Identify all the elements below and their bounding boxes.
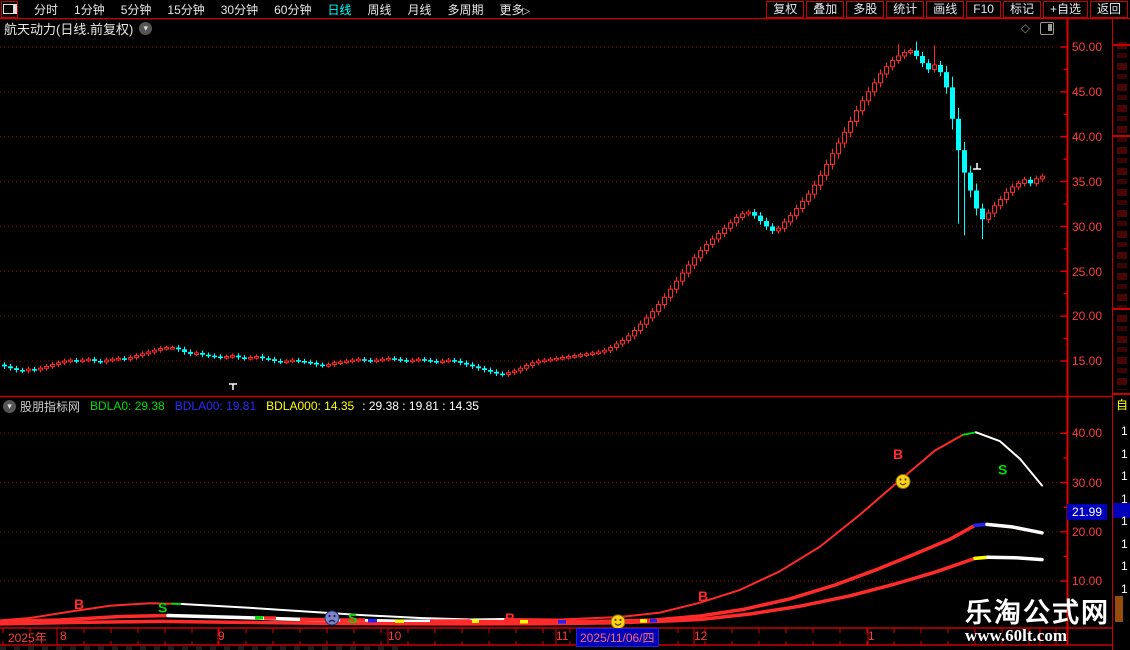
price-axis-label: 35.00	[1072, 175, 1103, 189]
chevron-down-icon[interactable]: ▾	[139, 21, 153, 35]
sell-signal-letter: S	[158, 600, 167, 616]
price-axis-label: 15.00	[1072, 354, 1103, 368]
date-label: 2025年	[8, 631, 47, 645]
indicator-axis-label: 20.00	[1072, 525, 1103, 539]
watermark: 乐淘公式网 www.60lt.com	[965, 600, 1110, 646]
toolbar-button-8[interactable]: +自选	[1042, 0, 1088, 18]
sell-signal-letter: S	[998, 462, 1007, 478]
date-axis: 2025年 8 9 10 11 2025/11/06/四 12 1	[0, 628, 1112, 647]
window-layout-icon[interactable]	[1, 0, 18, 18]
indicator-value: BDLA00: 19.81	[174, 399, 257, 413]
watermark-url: www.60lt.com	[965, 626, 1067, 645]
buy-signal-letter: B	[698, 588, 708, 604]
vertical-text-column	[1117, 42, 1127, 390]
edge-digit: 1	[1121, 536, 1128, 551]
edge-digit: 1	[1121, 559, 1128, 573]
period-tab-9[interactable]: 月线	[407, 2, 432, 17]
indicator-name[interactable]: 股朋指标网	[20, 399, 81, 414]
toolbar-button-1[interactable]: 复权	[766, 0, 805, 18]
period-tab-4[interactable]: 15分钟	[167, 2, 205, 17]
sad-emoji	[324, 610, 340, 626]
period-tab-1[interactable]: 分时	[34, 2, 59, 17]
indicator-header: ▾ 股朋指标网 BDLA0: 29.38 BDLA00: 19.81 BDLA000…	[0, 398, 1068, 414]
collapse-indicator-icon[interactable]: ▾	[3, 399, 16, 413]
edge-char: 自	[1116, 398, 1129, 412]
buy-signal-letter: B	[893, 446, 903, 462]
indicator-last-value-badge: 21.99	[1067, 504, 1107, 520]
buy-signal-letter: B	[74, 596, 84, 612]
price-axis-label: 40.00	[1072, 130, 1103, 144]
edge-quote-panel[interactable]: 自 1 1 1 1 1 1 1 1	[1112, 0, 1130, 650]
period-tab-7[interactable]: 日线	[327, 2, 352, 17]
edge-digit: 1	[1121, 514, 1128, 528]
edge-digit: 1	[1121, 491, 1128, 506]
smile-emoji	[610, 614, 626, 630]
edge-digit: 1	[1121, 446, 1128, 461]
indicator-values: BDLA0: 29.38 BDLA00: 19.81 BDLA000: 14.35	[80, 399, 354, 413]
toolbar-button-3[interactable]: 多股	[846, 0, 885, 18]
buy-signal-letter: B	[505, 610, 515, 626]
indicator-tail-values: : 29.38 : 19.81 : 14.35	[362, 399, 479, 413]
toolbar-button-6[interactable]: F10	[966, 0, 1001, 18]
date-label: 9	[218, 629, 225, 643]
indicator-axis-label: 30.00	[1072, 476, 1103, 490]
period-tab-5[interactable]: 30分钟	[220, 2, 259, 17]
edge-glyph-fragment	[1115, 596, 1123, 622]
clipped-bottom-row	[0, 646, 400, 650]
indicator-value: BDLA0: 29.38	[90, 399, 165, 413]
toolbar-button-4[interactable]: 统计	[886, 0, 925, 18]
period-tabs: 分时 1分钟 5分钟 15分钟 30分钟 60分钟 日线 周线 月线 多周期 更多 ▷	[26, 1, 538, 18]
selected-date-label: 2025/11/06/四	[576, 628, 659, 647]
toolbar-right-buttons: 复权 叠加 多股 统计 画线 F10 标记 +自选 返回	[766, 0, 1128, 18]
price-axis-label: 20.00	[1072, 309, 1103, 323]
indicator-axis-label: 10.00	[1072, 574, 1103, 588]
date-label: 12	[694, 629, 708, 643]
period-tab-2[interactable]: 1分钟	[74, 2, 105, 17]
period-tab-11[interactable]: 更多 ▷	[499, 2, 531, 17]
watermark-site-name: 乐淘公式网	[965, 598, 1110, 628]
edge-digit: 1	[1121, 424, 1128, 438]
diamond-icon[interactable]: ◇	[1020, 21, 1030, 35]
period-tab-3[interactable]: 5分钟	[120, 2, 152, 17]
date-label: 11	[556, 629, 569, 643]
toolbar-button-9[interactable]: 返回	[1089, 0, 1128, 18]
indicator-axis-label: 40.00	[1072, 426, 1103, 440]
toolbar-button-7[interactable]: 标记	[1002, 0, 1041, 18]
price-axis-label: 30.00	[1072, 220, 1103, 234]
sell-signal-letter: S	[348, 610, 357, 626]
toolbar-button-2[interactable]: 叠加	[806, 0, 845, 18]
price-axis-label: 45.00	[1072, 85, 1103, 99]
date-label: 1	[868, 629, 875, 643]
edge-digit: 1	[1121, 581, 1128, 596]
price-axis-label: 50.00	[1072, 40, 1103, 54]
toolbar-button-5[interactable]: 画线	[926, 0, 965, 18]
chart-title-row: 航天动力(日线.前复权) ▾ ◇	[0, 19, 1068, 37]
price-axis-label: 25.00	[1072, 265, 1103, 279]
period-tab-6[interactable]: 60分钟	[274, 2, 312, 17]
top-toolbar: 分时 1分钟 5分钟 15分钟 30分钟 60分钟 日线 周线 月线 多周期 更多 ▷ 复权 叠加 多股…	[0, 0, 1130, 19]
period-tab-8[interactable]: 周线	[367, 2, 392, 17]
edge-digit: 1	[1121, 469, 1128, 483]
stock-title[interactable]: 航天动力(日线.前复权)	[4, 21, 134, 37]
edge-selected-row	[1113, 503, 1130, 518]
period-tab-10[interactable]: 多周期	[447, 2, 484, 17]
date-label: 8	[60, 629, 67, 643]
smile-emoji	[895, 474, 911, 490]
date-label: 10	[388, 629, 402, 643]
pane-toggle-icon[interactable]	[1040, 21, 1054, 35]
indicator-value: BDLA000: 14.35	[266, 399, 355, 413]
